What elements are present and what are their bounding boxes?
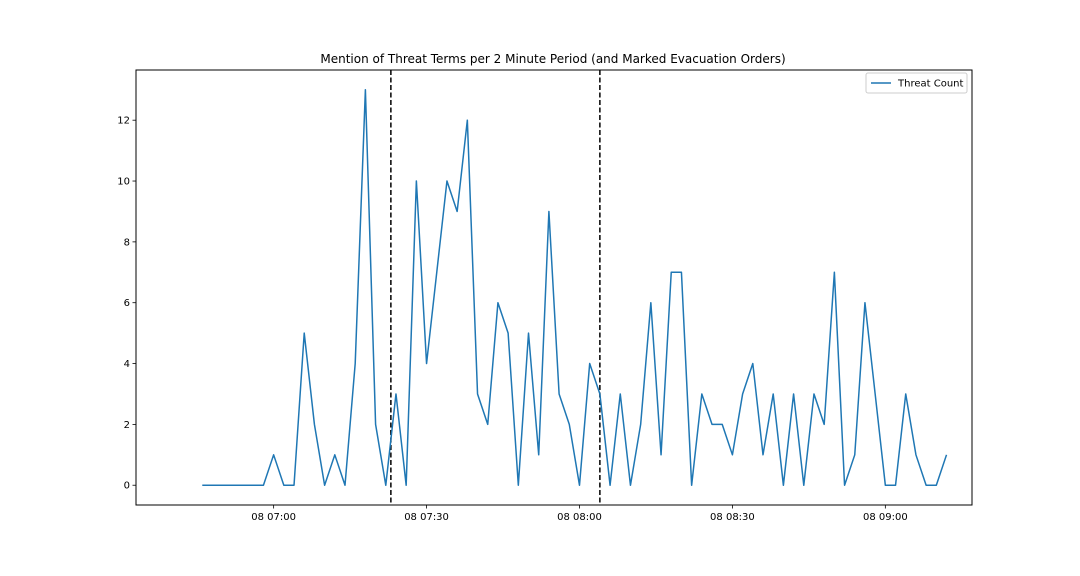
x-tick-label: 08 08:00 [557, 512, 602, 523]
y-tick-label: 10 [117, 177, 130, 188]
series-line-threat-count [202, 89, 948, 486]
legend-box [865, 72, 968, 94]
y-tick-label: 2 [124, 420, 130, 431]
x-tick-label: 08 07:00 [251, 512, 296, 523]
y-tick-label: 12 [117, 116, 130, 127]
plot-frame [135, 69, 973, 506]
series-layer [202, 89, 948, 486]
y-tick-label: 4 [124, 359, 130, 370]
legend: Threat Count [865, 72, 968, 94]
y-tick-label: 6 [124, 298, 130, 309]
x-tick-label: 08 09:00 [863, 512, 908, 523]
legend-label-threat-count: Threat Count [897, 79, 963, 90]
axis-ticks: 0 2 4 6 8 10 12 08 07:00 08 07:30 08 08:00 08 08:3… [117, 116, 907, 523]
evacuation-order-lines [390, 70, 601, 505]
y-tick-label: 0 [124, 481, 130, 492]
x-tick-label: 08 08:30 [710, 512, 755, 523]
y-tick-label: 8 [124, 237, 130, 248]
x-tick-label: 08 07:30 [404, 512, 449, 523]
chart-title: Mention of Threat Terms per 2 Minute Per… [320, 52, 785, 66]
